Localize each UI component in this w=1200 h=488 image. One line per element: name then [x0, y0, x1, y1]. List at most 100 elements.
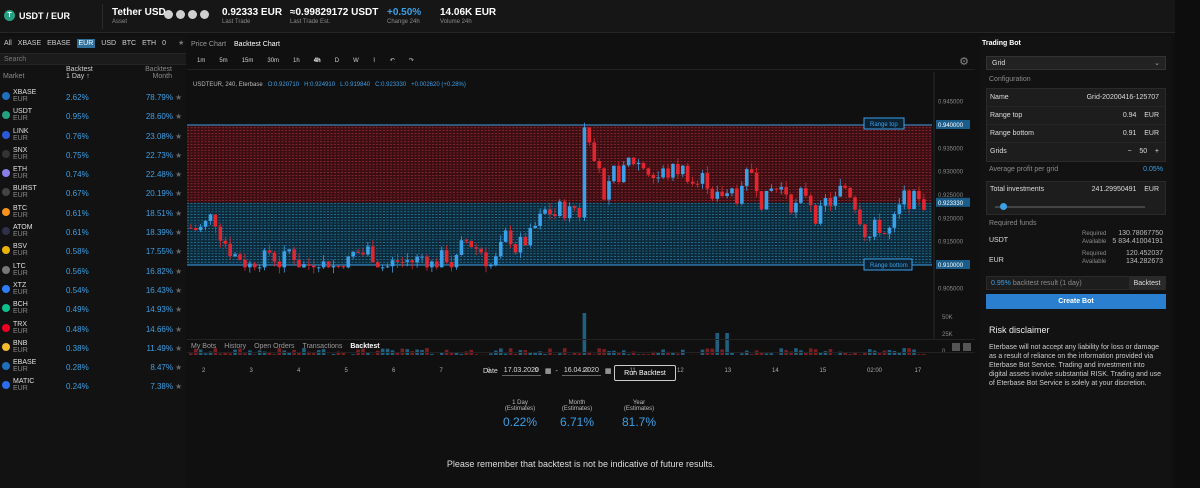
favorite-star-icon[interactable]: ★ — [175, 363, 183, 373]
favorite-star-icon[interactable]: ★ — [175, 324, 183, 334]
candle-body — [498, 241, 503, 257]
grids-stepper[interactable]: − 50 + — [1127, 148, 1159, 155]
market-row[interactable]: SNX EUR 0.75% 22.73% ★ — [0, 145, 186, 164]
favorite-star-icon[interactable]: ★ — [175, 189, 183, 199]
collapse-icon[interactable] — [952, 343, 960, 351]
market-row[interactable]: XTZ EUR 0.54% 16.43% ★ — [0, 280, 186, 299]
market-row[interactable]: LTC EUR 0.56% 16.82% ★ — [0, 261, 186, 280]
star-icon[interactable]: ★ — [177, 40, 185, 47]
candle-body — [425, 256, 429, 268]
market-row[interactable]: LINK EUR 0.76% 23.08% ★ — [0, 126, 186, 145]
tab-usd[interactable]: USD — [101, 39, 117, 47]
market-row[interactable]: EBASE EUR 0.28% 8.47% ★ — [0, 357, 186, 376]
calendar-icon[interactable]: ▦ — [544, 368, 552, 375]
col-backtest-month[interactable]: Backtest Month — [142, 66, 172, 80]
candle-body — [538, 213, 542, 226]
create-bot-button[interactable]: Create Bot — [986, 294, 1166, 309]
undo-icon[interactable]: ↶ — [389, 58, 395, 64]
info-icon[interactable] — [176, 10, 185, 19]
favorite-star-icon[interactable]: ★ — [175, 305, 183, 315]
range-bottom-label: Range bottom — [990, 130, 1034, 137]
favorite-star-icon[interactable]: ★ — [175, 266, 183, 276]
favorite-star-icon[interactable]: ★ — [175, 285, 183, 295]
timeframe-1h[interactable]: 1h — [293, 57, 300, 64]
run-backtest-button[interactable]: Run Backtest — [614, 365, 676, 381]
market-row[interactable]: BSV EUR 0.58% 17.55% ★ — [0, 241, 186, 260]
settings-icon[interactable]: ⚙ — [959, 56, 969, 68]
market-row[interactable]: USDT EUR 0.95% 28.60% ★ — [0, 106, 186, 125]
market-row[interactable]: BURST EUR 0.67% 20.19% ★ — [0, 183, 186, 202]
candle-body — [366, 246, 370, 255]
indicator-icon[interactable]: ⌇ — [372, 58, 376, 64]
timeframe-1m[interactable]: 1m — [197, 57, 206, 64]
backtest-chart[interactable]: Range top Range bottom 0.945000 0.940000 0.9… — [187, 72, 975, 375]
slider-handle[interactable] — [1000, 203, 1007, 210]
plus-icon[interactable]: + — [1154, 148, 1159, 155]
tab-eth[interactable]: ETH — [142, 39, 157, 47]
market-row[interactable]: BTC EUR 0.61% 18.51% ★ — [0, 203, 186, 222]
col-market[interactable]: Market — [3, 73, 25, 80]
bottom-tab-open-orders[interactable]: Open Orders — [254, 342, 295, 350]
candle-body — [435, 261, 439, 268]
close-icon[interactable] — [963, 343, 971, 351]
github-icon[interactable] — [164, 10, 173, 19]
market-row[interactable]: MATIC EUR 0.24% 7.38% ★ — [0, 376, 186, 395]
tab-0[interactable]: 0 — [162, 39, 166, 47]
volume-bar — [607, 351, 611, 355]
timeframe-4h[interactable]: 4h — [313, 57, 321, 64]
tab-price-chart[interactable]: Price Chart — [191, 40, 227, 48]
col-backtest-day[interactable]: Backtest 1 Day ↑ — [66, 66, 93, 80]
investment-slider[interactable] — [995, 203, 1145, 210]
favorite-star-icon[interactable]: ★ — [175, 112, 183, 122]
favorite-star-icon[interactable]: ★ — [175, 343, 183, 353]
tab-btc[interactable]: BTC — [122, 39, 137, 47]
timeframe-5m[interactable]: 5m — [219, 57, 228, 64]
range-top-field[interactable]: 0.94 EUR — [1123, 112, 1159, 119]
bot-type-value: Grid — [992, 60, 1006, 67]
tab-all[interactable]: All — [4, 39, 12, 47]
redo-icon[interactable]: ↷ — [408, 58, 414, 64]
search-input[interactable]: Search — [0, 53, 186, 65]
backtest-button[interactable]: Backtest — [1129, 276, 1165, 290]
bottom-tab-history[interactable]: History — [224, 342, 247, 350]
bottom-tab-backtest[interactable]: Backtest — [350, 342, 380, 350]
chart-link-icon[interactable] — [200, 10, 209, 19]
favorite-star-icon[interactable]: ★ — [175, 150, 183, 160]
timeframe-d[interactable]: D — [334, 57, 340, 64]
name-field[interactable]: Grid-20200416-125707 — [1086, 94, 1159, 101]
config-row-name: Name Grid-20200416-125707 — [987, 89, 1165, 107]
market-row[interactable]: ATOM EUR 0.61% 18.39% ★ — [0, 222, 186, 241]
symbol-name: EBASE — [13, 359, 37, 367]
chart-svg[interactable]: Range top Range bottom 0.945000 0.940000 0.9… — [187, 72, 975, 375]
tab-backtest-chart[interactable]: Backtest Chart — [234, 40, 280, 48]
bot-type-select[interactable]: Grid ⌄ — [986, 56, 1166, 70]
tab-xbase[interactable]: XBASE — [17, 39, 42, 47]
pair-selector[interactable]: T USDT / EUR — [4, 10, 70, 21]
date-from-input[interactable]: 17.03.2020 — [501, 367, 541, 376]
globe-icon[interactable] — [188, 10, 197, 19]
market-row[interactable]: BNB EUR 0.38% 11.49% ★ — [0, 338, 186, 357]
favorite-star-icon[interactable]: ★ — [175, 247, 183, 257]
range-bottom-field[interactable]: 0.91 EUR — [1123, 130, 1159, 137]
timeframe-30m[interactable]: 30m — [267, 57, 280, 64]
total-field[interactable]: 241.29950491 EUR — [1092, 186, 1159, 193]
market-row[interactable]: XBASE EUR 2.62% 78.79% ★ — [0, 87, 186, 106]
favorite-star-icon[interactable]: ★ — [175, 382, 183, 392]
market-row[interactable]: BCH EUR 0.49% 14.93% ★ — [0, 299, 186, 318]
date-to-input[interactable]: 16.04.2020 — [561, 367, 601, 376]
calendar-icon[interactable]: ▦ — [604, 368, 612, 375]
tab-eur[interactable]: EUR — [76, 38, 96, 48]
favorite-star-icon[interactable]: ★ — [175, 131, 183, 141]
bottom-tab-transactions[interactable]: Transactions — [302, 342, 343, 350]
favorite-star-icon[interactable]: ★ — [175, 228, 183, 238]
market-row[interactable]: ETH EUR 0.74% 22.48% ★ — [0, 164, 186, 183]
bottom-tab-my-bots[interactable]: My Bots — [191, 342, 217, 350]
timeframe-w[interactable]: W — [353, 57, 359, 64]
market-row[interactable]: TRX EUR 0.48% 14.66% ★ — [0, 319, 186, 338]
minus-icon[interactable]: − — [1127, 148, 1132, 155]
tab-ebase[interactable]: EBASE — [47, 39, 71, 47]
favorite-star-icon[interactable]: ★ — [175, 93, 183, 102]
favorite-star-icon[interactable]: ★ — [175, 170, 183, 180]
timeframe-15m[interactable]: 15m — [241, 57, 254, 64]
favorite-star-icon[interactable]: ★ — [175, 208, 183, 218]
